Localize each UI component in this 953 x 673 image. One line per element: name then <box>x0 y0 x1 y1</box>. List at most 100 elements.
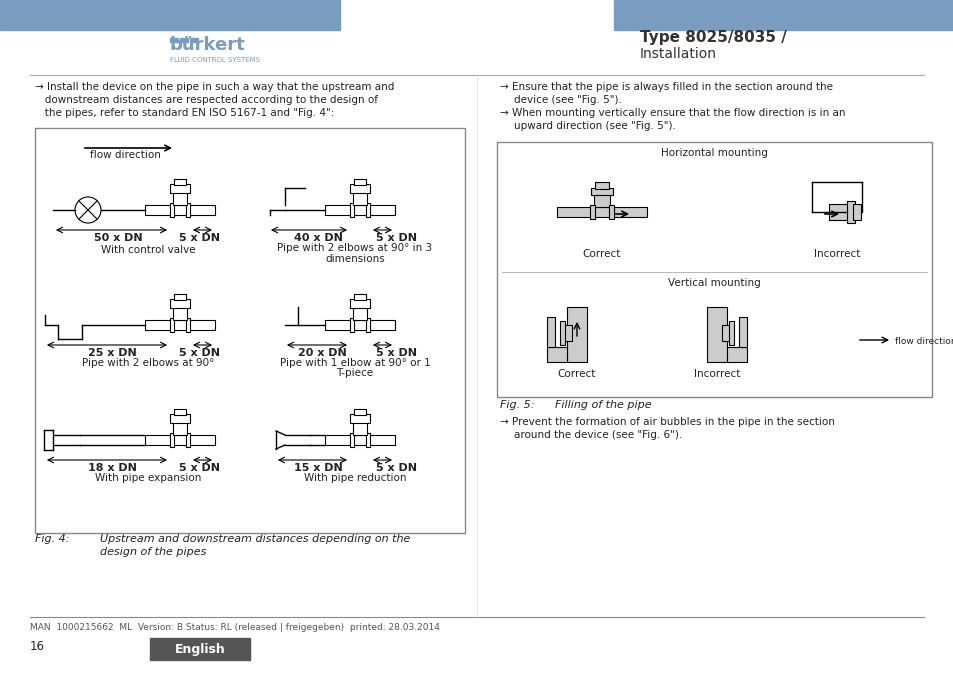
Text: With pipe reduction: With pipe reduction <box>303 473 406 483</box>
Bar <box>366 433 370 447</box>
Text: 15 x DN: 15 x DN <box>294 463 342 473</box>
Bar <box>354 409 366 415</box>
Text: Horizontal mounting: Horizontal mounting <box>660 148 767 158</box>
Bar <box>170 433 173 447</box>
Text: 20 x DN: 20 x DN <box>297 348 346 358</box>
Bar <box>350 184 370 193</box>
Bar <box>173 294 186 300</box>
Bar <box>728 321 733 345</box>
Bar <box>350 414 370 423</box>
Text: → Prevent the formation of air bubbles in the pipe in the section: → Prevent the formation of air bubbles i… <box>499 417 834 427</box>
Bar <box>706 307 726 362</box>
Text: MAN  1000215662  ML  Version: B Status: RL (released | freigegeben)  printed: 28: MAN 1000215662 ML Version: B Status: RL … <box>30 623 439 632</box>
Bar <box>353 307 367 320</box>
Text: downstream distances are respected according to the design of: downstream distances are respected accor… <box>35 95 377 105</box>
Bar <box>350 203 354 217</box>
Bar <box>186 318 190 332</box>
Bar <box>566 307 586 362</box>
Bar <box>614 0 953 30</box>
Text: Pipe with 2 elbows at 90° in 3: Pipe with 2 elbows at 90° in 3 <box>277 243 432 253</box>
Bar <box>190 38 198 42</box>
Bar <box>172 307 187 320</box>
Bar <box>350 433 354 447</box>
Text: flow direction: flow direction <box>894 337 953 346</box>
Text: With control valve: With control valve <box>101 245 195 255</box>
Text: Pipe with 2 elbows at 90°: Pipe with 2 elbows at 90° <box>82 358 214 368</box>
Bar <box>325 205 395 215</box>
Bar <box>173 179 186 185</box>
Bar <box>172 422 187 435</box>
Text: Installation: Installation <box>639 47 717 61</box>
Bar <box>145 435 214 445</box>
Text: 5 x DN: 5 x DN <box>179 348 220 358</box>
Bar <box>353 422 367 435</box>
Text: English: English <box>174 643 225 656</box>
Text: 5 x DN: 5 x DN <box>179 463 220 473</box>
Bar <box>0 0 339 30</box>
Bar <box>350 318 354 332</box>
Text: 16: 16 <box>30 640 45 653</box>
Text: bürkert: bürkert <box>170 36 246 54</box>
Bar <box>354 179 366 185</box>
Text: Vertical mounting: Vertical mounting <box>667 278 760 288</box>
Text: → Ensure that the pipe is always filled in the section around the: → Ensure that the pipe is always filled … <box>499 82 832 92</box>
Text: → When mounting vertically ensure that the flow direction is in an: → When mounting vertically ensure that t… <box>499 108 844 118</box>
Bar <box>170 203 173 217</box>
Text: Type 8025/8035 /: Type 8025/8035 / <box>639 30 786 45</box>
Text: flow direction: flow direction <box>90 150 161 160</box>
Bar <box>145 320 214 330</box>
Bar <box>186 433 190 447</box>
Text: 5 x DN: 5 x DN <box>376 233 417 243</box>
Bar <box>726 347 746 362</box>
Bar <box>353 192 367 205</box>
Bar <box>590 188 613 195</box>
Text: 50 x DN: 50 x DN <box>93 233 142 243</box>
Text: Filling of the pipe: Filling of the pipe <box>555 400 651 410</box>
Text: 40 x DN: 40 x DN <box>294 233 342 243</box>
Text: 5 x DN: 5 x DN <box>376 463 417 473</box>
Bar <box>594 194 609 207</box>
Bar <box>721 325 729 341</box>
Text: FLUID CONTROL SYSTEMS: FLUID CONTROL SYSTEMS <box>170 57 260 63</box>
Bar <box>595 182 608 189</box>
Text: 25 x DN: 25 x DN <box>88 348 136 358</box>
Bar <box>186 203 190 217</box>
Bar <box>170 414 190 423</box>
Text: → Install the device on the pipe in such a way that the upstream and: → Install the device on the pipe in such… <box>35 82 394 92</box>
Text: Fig. 5:: Fig. 5: <box>499 400 534 410</box>
Text: 18 x DN: 18 x DN <box>88 463 136 473</box>
Bar <box>852 204 861 220</box>
Text: dimensions: dimensions <box>325 254 384 264</box>
Text: T-piece: T-piece <box>336 368 374 378</box>
Bar <box>150 638 250 660</box>
Text: 5 x DN: 5 x DN <box>376 348 417 358</box>
Bar <box>35 128 464 533</box>
Bar <box>546 317 555 347</box>
Text: Incorrect: Incorrect <box>693 369 740 379</box>
Text: Pipe with 1 elbow at 90° or 1: Pipe with 1 elbow at 90° or 1 <box>279 358 430 368</box>
Bar <box>559 321 564 345</box>
Bar <box>546 347 566 362</box>
Text: Correct: Correct <box>558 369 596 379</box>
Bar <box>557 207 646 217</box>
Bar <box>828 204 848 220</box>
Bar <box>173 409 186 415</box>
Bar <box>739 317 746 347</box>
Text: the pipes, refer to standard EN ISO 5167-1 and "Fig. 4":: the pipes, refer to standard EN ISO 5167… <box>35 108 334 118</box>
Bar <box>563 325 572 341</box>
Bar <box>325 435 395 445</box>
Bar <box>497 142 931 397</box>
Text: upward direction (see "Fig. 5").: upward direction (see "Fig. 5"). <box>514 121 675 131</box>
Bar <box>170 318 173 332</box>
Bar <box>325 320 395 330</box>
Bar <box>172 192 187 205</box>
Bar <box>589 205 595 219</box>
Text: Upstream and downstream distances depending on the: Upstream and downstream distances depend… <box>100 534 410 544</box>
Text: 5 x DN: 5 x DN <box>179 233 220 243</box>
Bar <box>846 201 854 223</box>
Text: Fig. 4:: Fig. 4: <box>35 534 70 544</box>
Text: design of the pipes: design of the pipes <box>100 547 206 557</box>
Bar <box>170 38 178 42</box>
Bar <box>350 299 370 308</box>
Text: device (see "Fig. 5").: device (see "Fig. 5"). <box>514 95 621 105</box>
